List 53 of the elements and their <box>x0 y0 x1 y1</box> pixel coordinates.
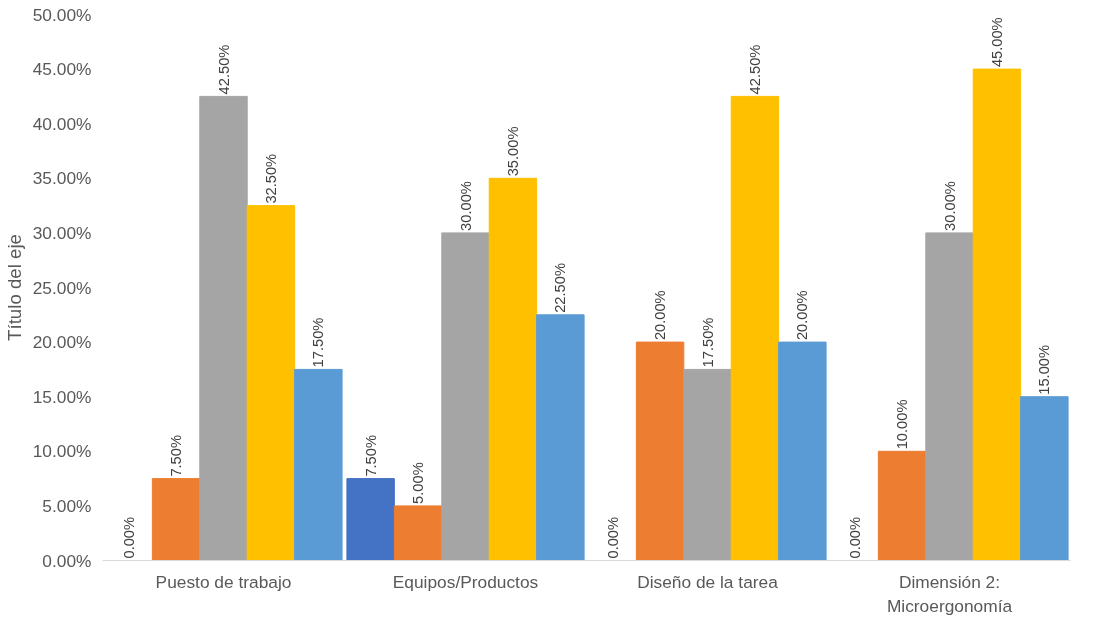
bar <box>488 177 538 561</box>
data-label: 10.00% <box>894 399 911 450</box>
data-label: 5.00% <box>410 462 427 504</box>
bar <box>346 478 395 561</box>
bar <box>683 368 732 561</box>
data-label: 15.00% <box>1036 344 1053 395</box>
data-label: 20.00% <box>794 290 811 341</box>
bar <box>199 95 248 561</box>
bar <box>1020 396 1069 561</box>
data-label: 17.50% <box>699 317 716 368</box>
y-axis-title: Título del eje <box>3 234 25 341</box>
y-tick-label: 5.00% <box>42 495 92 516</box>
x-tick-label: Dimensión 2: Microergonomía <box>886 571 1013 616</box>
y-tick-label: 10.00% <box>32 441 92 462</box>
data-label: 7.50% <box>168 435 185 477</box>
data-label: 32.50% <box>262 153 279 204</box>
y-tick-label: 20.00% <box>32 332 92 353</box>
y-tick-label: 35.00% <box>32 168 92 189</box>
data-label: 17.50% <box>310 317 327 368</box>
bar <box>536 314 585 561</box>
bar <box>925 232 974 561</box>
data-label: 0.00% <box>120 516 137 559</box>
data-label: 0.00% <box>604 516 621 559</box>
data-label: 42.50% <box>746 44 763 95</box>
y-tick-label: 50.00% <box>32 4 92 25</box>
data-label: 45.00% <box>988 17 1005 68</box>
y-tick-label: 45.00% <box>32 59 92 80</box>
bar <box>294 368 343 561</box>
y-tick-label: 0.00% <box>42 550 92 571</box>
x-tick-label: Equipos/Productos <box>392 571 539 592</box>
bar <box>972 68 1022 561</box>
x-tick-label: Diseño de la tarea <box>637 571 779 592</box>
bar <box>393 505 443 561</box>
bar <box>877 450 927 561</box>
bar <box>441 232 490 561</box>
bar <box>246 205 296 561</box>
y-tick-label: 30.00% <box>32 222 92 243</box>
y-tick-label: 25.00% <box>32 277 92 298</box>
bar <box>151 478 201 561</box>
data-label: 7.50% <box>362 435 379 477</box>
data-label: 22.50% <box>552 263 569 313</box>
data-label: 0.00% <box>846 516 863 559</box>
data-label: 30.00% <box>457 181 474 231</box>
bar <box>778 341 827 561</box>
x-tick-label: Puesto de trabajo <box>155 571 292 592</box>
data-label: 35.00% <box>504 126 521 177</box>
data-label: 20.00% <box>652 290 669 341</box>
y-tick-label: 40.00% <box>32 113 92 134</box>
bar <box>635 341 685 561</box>
bar <box>730 95 780 561</box>
data-label: 42.50% <box>215 44 232 95</box>
data-label: 30.00% <box>941 181 958 231</box>
y-tick-label: 15.00% <box>32 386 92 407</box>
